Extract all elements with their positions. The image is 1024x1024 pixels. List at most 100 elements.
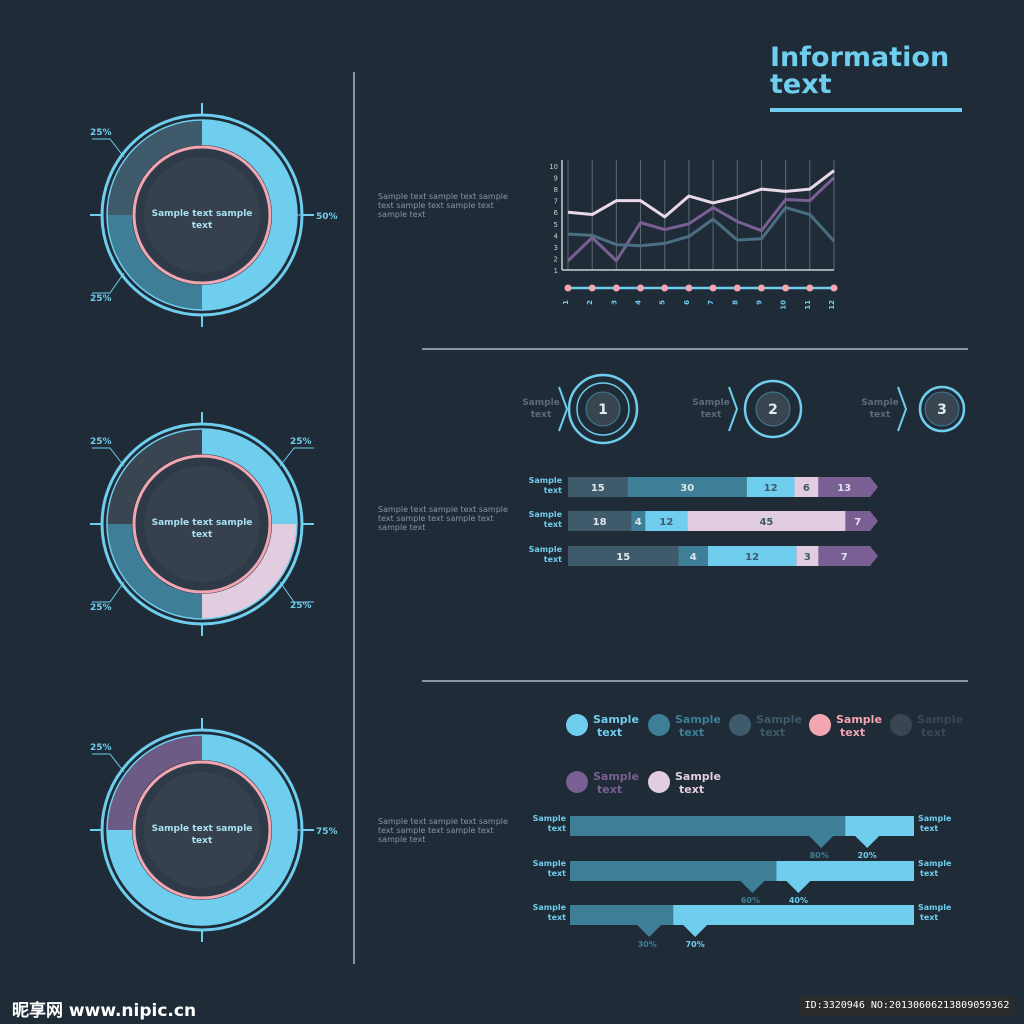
donut-segment [107,524,202,619]
stacked-bar-value-label: 13 [837,483,851,494]
legend-label: text [840,726,865,739]
step-chevron [897,386,908,432]
stacked-bar-arrow [870,546,878,566]
stacked-bar-segment [845,511,870,531]
donut-center-text: Sample text sample [152,824,253,834]
line-chart-x-tick-label: 11 [804,300,812,310]
donut-segment [202,429,297,524]
line-chart-x-marker [709,284,717,292]
legend-label: text [760,726,785,739]
step-label: Sample [692,398,730,408]
split-bar-left-label: Sample [533,814,567,823]
stacked-bar-arrow [870,511,878,531]
donut-percent-label: 25% [90,437,112,447]
split-bar-pointer [809,836,834,848]
split-bar-percent-label: 30% [638,940,657,949]
step-label: text [870,410,891,420]
stacked-bar-arrow [870,477,878,497]
donut-percent-label: 50% [316,212,338,222]
line-chart-y-tick-label: 5 [554,221,558,229]
donut-label-leader [92,138,125,158]
donut-label-leader [279,581,314,603]
split-bar-left-label: text [548,824,566,833]
split-bar-segment [673,905,914,925]
line-chart-x-tick-label: 6 [683,300,691,305]
line-chart-series [566,176,836,263]
donut-label-leader [92,447,125,467]
line-chart-y-tick-label: 6 [554,209,559,217]
stacked-bar-category-label: Sample [529,545,563,554]
split-bar-pointer [855,836,880,848]
split-bar-left-label: Sample [533,859,567,868]
donut-segment [107,429,202,524]
vertical-divider [353,72,355,964]
paragraph-split-bars: Sample text sample text sample text samp… [378,817,508,844]
stacked-bar-value-label: 7 [841,552,848,563]
donut-segment [202,120,297,310]
stacked-bar-segment [568,477,628,497]
step-label: Sample [861,398,899,408]
legend-label: text [597,783,622,796]
step-label: Sample [522,398,560,408]
horizontal-divider-2 [422,680,968,682]
line-chart-x-tick-label: 9 [755,300,763,305]
split-bar-percent-label: 20% [858,851,877,860]
line-chart-series [567,206,836,248]
stacked-bar-value-label: 45 [759,517,773,528]
step-outer-ring [743,379,803,439]
stacked-bar-segment [707,546,797,566]
donut-center-text: text [192,836,213,846]
donut-segment [202,524,297,619]
legend-label: text [921,726,946,739]
legend-swatch [566,771,588,793]
line-chart-x-marker [757,284,765,292]
line-chart-x-tick-label: 2 [586,300,594,305]
line-chart-x-tick-label: 8 [731,300,739,305]
stacked-bar-value-label: 4 [635,517,642,528]
stacked-bar-segment [631,511,646,531]
donut-segment [107,120,202,215]
footer-watermark: 昵享网 www.nipic.cn [12,1001,197,1021]
donut-center-text: text [192,221,213,231]
step-badge [755,391,791,427]
donut-percent-label: 25% [90,743,112,753]
donut-center-text: Sample text sample [152,518,253,528]
split-bar-percent-label: 70% [686,940,705,949]
line-chart-y-tick-label: 10 [549,163,558,171]
donut-label-leader [92,753,125,773]
paragraph-stacked-bars: Sample text sample text sample text samp… [378,505,508,532]
donut-label-leader [92,581,125,603]
donut-percent-label: 25% [290,437,312,447]
stacked-bar-segment [678,546,708,566]
donut-center-text: text [192,530,213,540]
stacked-bar-value-label: 30 [680,483,694,494]
donut-segment [107,735,202,830]
legend-label: text [679,726,704,739]
stacked-bar-value-label: 15 [616,552,630,563]
donut-segment-border [106,428,298,620]
stacked-bar-category-label: text [544,486,562,495]
stacked-bar-value-label: 15 [591,483,605,494]
step-label: text [701,410,722,420]
legend-swatch [648,714,670,736]
split-bar-right-label: text [920,824,938,833]
page-title: Information text [770,44,949,98]
split-bar-right-label: Sample [918,814,952,823]
horizontal-divider-1 [422,348,968,350]
line-chart-x-marker [588,284,596,292]
split-bar-segment [570,816,846,836]
step-outer-ring [567,373,639,445]
legend-label: Sample [675,770,721,783]
step-number: 1 [598,402,608,418]
line-chart-x-marker [830,284,838,292]
stacked-bar-value-label: 12 [745,552,759,563]
donut-center-disc [144,466,260,582]
line-chart-y-tick-label: 8 [554,186,558,194]
line-chart-x-marker [637,284,645,292]
paragraph-line-chart: Sample text sample text sample text samp… [378,192,508,219]
stacked-bar-segment [627,477,747,497]
split-bar-left-label: text [548,913,566,922]
stacked-bar-value-label: 12 [659,517,673,528]
split-bar-left-label: Sample [533,903,567,912]
